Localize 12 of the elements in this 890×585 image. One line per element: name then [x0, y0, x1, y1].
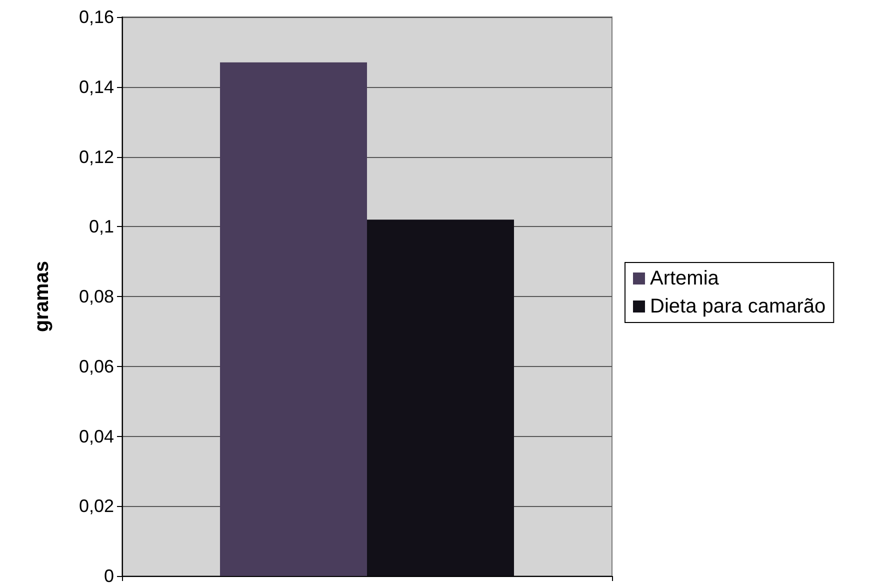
y-axis-title: gramas	[31, 260, 53, 332]
y-tick-label: 0,16	[78, 7, 114, 27]
y-tick-label: 0,08	[78, 286, 114, 306]
y-tick-label: 0,06	[78, 356, 114, 376]
y-tick-label: 0,02	[78, 496, 114, 516]
y-tick-label: 0,12	[78, 146, 114, 167]
y-tick-label: 0,04	[78, 426, 114, 446]
legend-label: Dieta para camarão	[650, 296, 826, 318]
legend-label: Artemia	[650, 268, 720, 290]
y-tick-label: 0,1	[88, 216, 114, 237]
y-tick-label: 0	[104, 566, 114, 585]
y-tick-label: 0,14	[78, 76, 114, 97]
